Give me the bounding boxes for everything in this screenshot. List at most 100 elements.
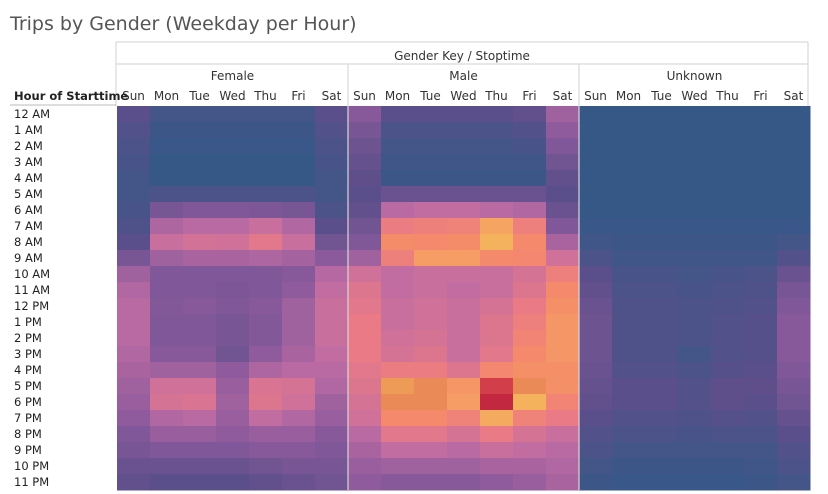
heatmap-cell (381, 170, 415, 187)
heatmap-cell (150, 474, 184, 491)
heatmap-cell (777, 154, 811, 171)
hour-label: 1 PM (14, 315, 42, 329)
heatmap-cell (183, 474, 217, 491)
heatmap-cell (348, 282, 382, 299)
heatmap-cell (744, 346, 778, 363)
heatmap-cell (546, 138, 580, 155)
heatmap-cell (711, 266, 745, 283)
heatmap-cell (513, 314, 547, 331)
heatmap-cell (348, 170, 382, 187)
heatmap-cell (315, 170, 349, 187)
heatmap-cell (414, 394, 448, 411)
heatmap-cell (612, 346, 646, 363)
heatmap-cell (711, 474, 745, 491)
day-label: Thu (715, 89, 739, 103)
heatmap-cell (249, 378, 283, 395)
heatmap-cell (579, 330, 613, 347)
heatmap-cell (447, 250, 481, 267)
heatmap-cell (414, 266, 448, 283)
heatmap-cell (447, 122, 481, 139)
heatmap-cell (546, 234, 580, 251)
heatmap-cell (447, 362, 481, 379)
heatmap-cell (645, 106, 679, 123)
heatmap-cell (513, 106, 547, 123)
day-label: Thu (484, 89, 508, 103)
heatmap-cell (678, 298, 712, 315)
heatmap-cell (315, 298, 349, 315)
heatmap-cell (645, 442, 679, 459)
heatmap-cell (480, 122, 514, 139)
heatmap-cell (513, 362, 547, 379)
heatmap-cell (117, 218, 151, 235)
heatmap-cell (414, 106, 448, 123)
heatmap-cell (513, 330, 547, 347)
heatmap-cell (381, 394, 415, 411)
heatmap-cell (480, 282, 514, 299)
heatmap-cell (777, 186, 811, 203)
heatmap-cell (513, 394, 547, 411)
heatmap-cell (183, 458, 217, 475)
group-label: Unknown (667, 69, 723, 83)
heatmap-cell (249, 138, 283, 155)
heatmap-cell (381, 250, 415, 267)
heatmap-cell (711, 250, 745, 267)
hour-label: 12 PM (14, 299, 49, 313)
heatmap-cell (546, 186, 580, 203)
heatmap-cell (513, 122, 547, 139)
heatmap-cell (348, 362, 382, 379)
heatmap-cell (777, 138, 811, 155)
heatmap-cell (447, 426, 481, 443)
heatmap-cell (480, 202, 514, 219)
heatmap-cell (678, 186, 712, 203)
heatmap-cell (249, 394, 283, 411)
heatmap-cell (645, 458, 679, 475)
heatmap-cell (612, 234, 646, 251)
heatmap-cell (117, 426, 151, 443)
heatmap-cell (711, 186, 745, 203)
heatmap-cell (150, 106, 184, 123)
heatmap-cell (579, 250, 613, 267)
heatmap-cell (777, 122, 811, 139)
day-label: Mon (616, 89, 641, 103)
heatmap-cell (414, 202, 448, 219)
hour-label: 3 AM (14, 155, 43, 169)
heatmap-cell (150, 266, 184, 283)
heatmap-cell (315, 106, 349, 123)
heatmap-cell (249, 106, 283, 123)
heatmap-cell (150, 330, 184, 347)
heatmap-cell (579, 346, 613, 363)
heatmap-cell (183, 442, 217, 459)
heatmap-cell (777, 474, 811, 491)
heatmap-cell (612, 186, 646, 203)
heatmap-cell (513, 378, 547, 395)
heatmap-cell (315, 234, 349, 251)
heatmap-cell (612, 250, 646, 267)
heatmap-cell (414, 282, 448, 299)
heatmap-cell (744, 378, 778, 395)
day-label: Sun (353, 89, 376, 103)
heatmap-cell (414, 234, 448, 251)
heatmap-cell (150, 138, 184, 155)
heatmap-cell (216, 266, 250, 283)
heatmap-cell (678, 234, 712, 251)
heatmap-cell (414, 426, 448, 443)
heatmap-cell (744, 234, 778, 251)
heatmap-cell (777, 170, 811, 187)
heatmap-cell (315, 218, 349, 235)
heatmap-cell (381, 346, 415, 363)
hour-label: 6 PM (14, 395, 42, 409)
heatmap-cell (414, 346, 448, 363)
heatmap-cell (645, 314, 679, 331)
heatmap-cell (183, 186, 217, 203)
heatmap-cell (249, 458, 283, 475)
heatmap-cell (348, 202, 382, 219)
heatmap-cell (183, 234, 217, 251)
heatmap-cell (117, 202, 151, 219)
hour-label: 8 PM (14, 427, 42, 441)
hour-label: 10 PM (14, 459, 49, 473)
heatmap-cell (315, 282, 349, 299)
heatmap-cell (117, 170, 151, 187)
heatmap-cell (414, 298, 448, 315)
heatmap-cell (579, 266, 613, 283)
heatmap-cell (183, 298, 217, 315)
